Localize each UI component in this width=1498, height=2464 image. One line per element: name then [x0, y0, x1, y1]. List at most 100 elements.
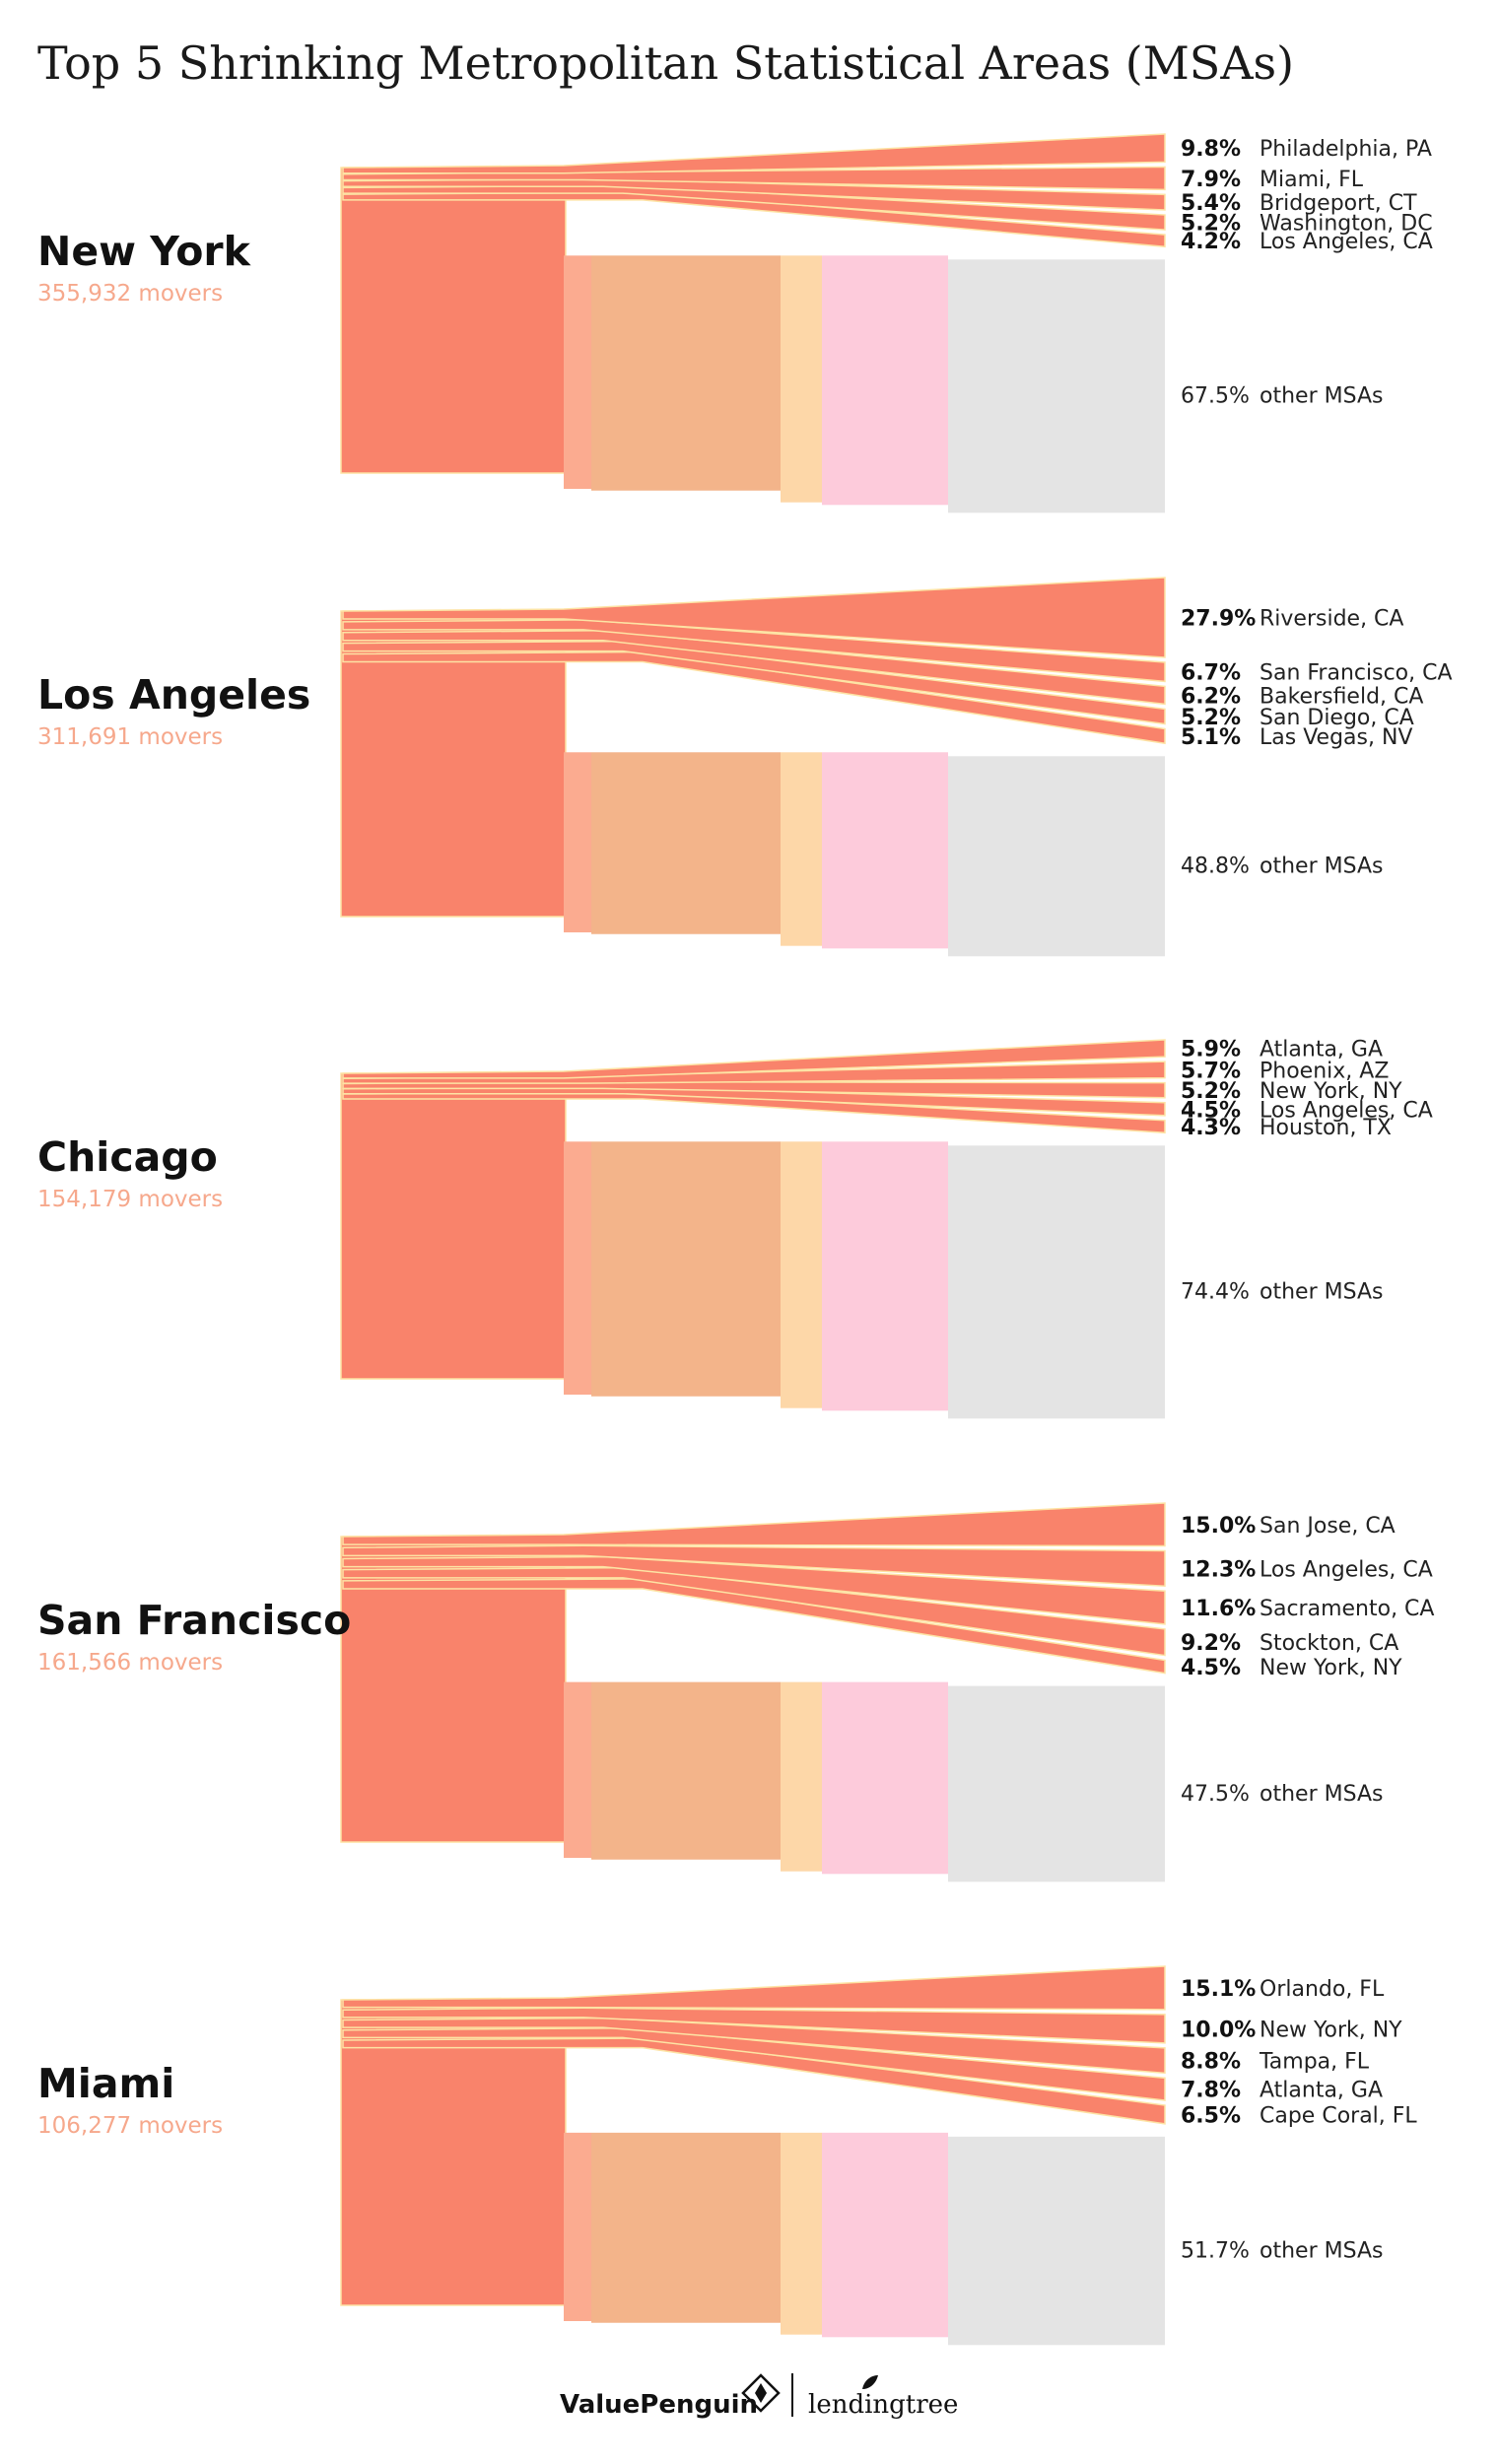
flow-percent-label: 10.0% — [1181, 2018, 1256, 2042]
flow-percent-label: 12.3% — [1181, 1557, 1256, 1582]
origin-movers-count: 106,277 movers — [37, 2113, 223, 2139]
panel-new-york: 9.8% Philadelphia, PA 7.9% Miami, FL 5.4% Bri… — [37, 133, 1433, 513]
other-msas-band — [564, 1681, 591, 1858]
chart-title: Top 5 Shrinking Metropolitan Statistical… — [37, 36, 1294, 90]
flow-destination-label: Cape Coral, FL — [1260, 2103, 1417, 2128]
flow-destination-label: Orlando, FL — [1260, 1977, 1385, 2002]
flow-percent-label: 5.2% — [1181, 1079, 1241, 1104]
other-destination-label: other MSAs — [1260, 1280, 1383, 1305]
flow-destination-label: Miami, FL — [1260, 168, 1364, 192]
other-percent-label: 48.8% — [1181, 855, 1250, 879]
flow-percent-label: 15.1% — [1181, 1977, 1256, 2002]
chart-panels: 9.8% Philadelphia, PA 7.9% Miami, FL 5.4% Bri… — [37, 133, 1453, 2346]
penguin-diamond-icon — [741, 2373, 781, 2413]
origin-movers-count: 154,179 movers — [37, 1187, 223, 1212]
flow-band — [342, 1502, 1166, 1547]
origin-city-name: Miami — [37, 2060, 174, 2107]
flow-destination-label: New York, NY — [1260, 1079, 1402, 1104]
flow-percent-label: 5.4% — [1181, 191, 1241, 216]
panel-chicago: 5.9% Atlanta, GA 5.7% Phoenix, AZ 5.2% New Yo… — [37, 1038, 1433, 1419]
flow-destination-label: Atlanta, GA — [1260, 1038, 1383, 1062]
other-msas-band — [781, 255, 822, 503]
flow-percent-label: 6.5% — [1181, 2103, 1241, 2128]
origin-movers-count: 311,691 movers — [37, 724, 223, 750]
other-msas-band — [591, 752, 781, 934]
other-msas-band — [781, 752, 822, 946]
origin-movers-count: 161,566 movers — [37, 1650, 223, 1676]
flow-destination-label: San Diego, CA — [1260, 706, 1414, 730]
flow-destination-label: Los Angeles, CA — [1260, 1098, 1433, 1123]
other-msas-band — [822, 255, 948, 506]
flow-percent-label: 15.0% — [1181, 1514, 1256, 1539]
lendingtree-logo-text: lendingtree — [808, 2390, 958, 2420]
other-msas-band — [564, 255, 591, 489]
flow-destination-label: Atlanta, GA — [1260, 2079, 1383, 2103]
flow-destination-label: Riverside, CA — [1260, 606, 1403, 631]
other-msas-band — [822, 752, 948, 949]
flow-destination-label: San Francisco, CA — [1260, 661, 1453, 686]
other-msas-band — [948, 2136, 1165, 2346]
flow-percent-label: 5.7% — [1181, 1059, 1241, 1083]
other-msas-band — [948, 756, 1165, 957]
flow-destination-label: Tampa, FL — [1259, 2050, 1370, 2075]
other-destination-label: other MSAs — [1260, 2238, 1383, 2263]
footer-logos: ValuePenguin lendingtree — [560, 2373, 958, 2420]
origin-movers-count: 355,932 movers — [37, 281, 223, 307]
flow-destination-label: Houston, TX — [1260, 1116, 1392, 1140]
panel-los-angeles: 27.9% Riverside, CA 6.7% San Francisco, CA 6… — [37, 577, 1453, 957]
flow-percent-label: 6.7% — [1181, 661, 1241, 686]
other-msas-band — [822, 2132, 948, 2338]
other-msas-band — [564, 752, 591, 932]
flow-band — [342, 577, 1166, 658]
flow-percent-label: 27.9% — [1181, 606, 1256, 631]
other-percent-label: 67.5% — [1181, 384, 1250, 409]
other-msas-band — [781, 1141, 822, 1408]
other-msas-band — [591, 255, 781, 491]
flow-percent-label: 4.3% — [1181, 1116, 1241, 1140]
origin-city-name: Chicago — [37, 1133, 218, 1181]
other-msas-band — [948, 1685, 1165, 1882]
flow-percent-label: 4.5% — [1181, 1656, 1241, 1680]
flow-band — [342, 133, 1166, 174]
flow-destination-label: Stockton, CA — [1260, 1631, 1398, 1656]
other-destination-label: other MSAs — [1260, 1782, 1383, 1807]
other-msas-band — [591, 1141, 781, 1397]
leaf-icon — [862, 2375, 878, 2389]
other-destination-label: other MSAs — [1260, 855, 1383, 879]
flow-band — [342, 1039, 1166, 1079]
flow-destination-label: San Jose, CA — [1260, 1514, 1396, 1539]
other-msas-band — [591, 2132, 781, 2323]
flow-percent-label: 4.5% — [1181, 1098, 1241, 1123]
flow-destination-label: New York, NY — [1260, 1656, 1402, 1680]
flow-destination-label: Bakersfield, CA — [1260, 684, 1423, 709]
valuepenguin-logo-text: ValuePenguin — [560, 2390, 758, 2420]
origin-stem — [340, 1999, 567, 2306]
flow-percent-label: 5.2% — [1181, 212, 1241, 237]
flow-percent-label: 5.9% — [1181, 1038, 1241, 1062]
origin-stem — [340, 167, 567, 474]
flow-percent-label: 9.8% — [1181, 137, 1241, 162]
origin-city-name: San Francisco — [37, 1597, 351, 1644]
flow-percent-label: 11.6% — [1181, 1597, 1256, 1621]
other-msas-band — [822, 1681, 948, 1875]
origin-city-name: Los Angeles — [37, 671, 310, 719]
other-msas-band — [564, 2132, 591, 2321]
other-percent-label: 74.4% — [1181, 1280, 1250, 1305]
other-msas-band — [591, 1681, 781, 1860]
other-msas-band — [564, 1141, 591, 1395]
flow-destination-label: Los Angeles, CA — [1260, 1557, 1433, 1582]
flow-band — [342, 1544, 1166, 1588]
flow-destination-label: Sacramento, CA — [1260, 1597, 1434, 1621]
other-msas-band — [948, 259, 1165, 513]
flow-destination-label: Bridgeport, CT — [1260, 191, 1417, 216]
flow-percent-label: 8.8% — [1181, 2050, 1241, 2075]
flow-destination-label: Phoenix, AZ — [1260, 1059, 1389, 1083]
flow-percent-label: 9.2% — [1181, 1631, 1241, 1656]
flow-destination-label: Los Angeles, CA — [1260, 230, 1433, 254]
flow-destination-label: Washington, DC — [1260, 212, 1433, 237]
other-msas-band — [822, 1141, 948, 1411]
flow-destination-label: New York, NY — [1260, 2018, 1402, 2042]
